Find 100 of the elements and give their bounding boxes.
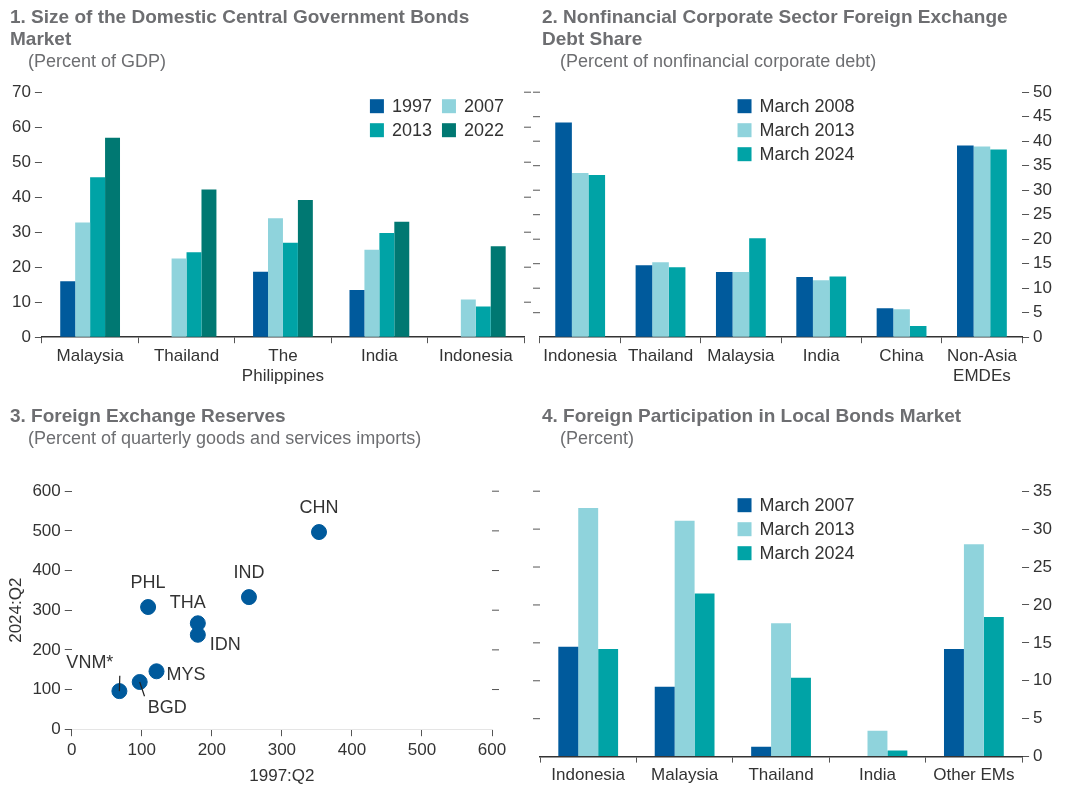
legend-label: 1997 [391,96,432,117]
y2-tick-label: 10 [1033,670,1053,690]
bar [268,218,283,337]
y2-tick-label: 5 [1033,708,1043,728]
x-tick-label: India [360,346,399,366]
y-tick-label: 30 [11,221,31,241]
bar [571,173,589,337]
y-tick-label: 50 [11,151,31,171]
x-tick-label: Other EMs [933,765,1015,785]
y-tick-label: 70 [11,81,31,101]
x-tick-label: Thailand [153,346,220,366]
y-tick-label: 0 [21,326,31,346]
legend-label: March 2024 [759,144,855,165]
y2-tick-label: 30 [1033,179,1053,199]
y2-tick-label: 10 [1033,277,1053,297]
legend-label: March 2013 [759,120,855,141]
bar [578,507,599,757]
bar [297,200,313,337]
y-tick-label: 600 [32,480,61,500]
y2-tick-label: 25 [1033,556,1053,576]
y-tick-label: 20 [11,256,31,276]
point [131,674,148,690]
bar [867,730,888,757]
legend-label: 2022 [463,120,504,141]
x-tick-label: 100 [127,740,156,760]
chart-subtitle: (Percent of nonfinancial corporate debt) [560,50,878,72]
x-tick-label: 200 [197,740,227,760]
chart-title: 1. Size of the Domestic Central Government Bonds Market [10,6,471,50]
bar [694,593,715,757]
x-tick-label: Thailand [627,346,694,366]
bar [460,299,476,337]
bar [796,276,813,337]
annotation: MYS [166,664,206,685]
x-tick-label: 300 [267,740,297,760]
x-tick-label: Malaysia [707,346,775,366]
bar [887,750,908,757]
x-tick-label: India [859,765,897,785]
chart-subtitle: (Percent of quarterly goods and services imports) [28,427,423,449]
bar [973,146,991,337]
bar [957,145,974,337]
x-tick-label: Non-Asia EMDEs [946,346,1018,386]
bar [732,272,750,337]
y2-tick-label: 0 [1033,326,1043,346]
bar [771,623,792,757]
bar [909,325,927,337]
legend-label: 2007 [463,96,504,117]
y2-tick-label: 50 [1033,81,1053,101]
bar [893,309,910,337]
y2-tick-label: 15 [1033,253,1053,273]
x-tick-label: China [879,346,925,366]
y-tick-label: 200 [32,639,61,659]
bar [983,617,1004,757]
bar [598,648,619,757]
x-tick-label: The Philippines [241,346,325,386]
bar [75,222,91,337]
chart-title: 3. Foreign Exchange Reserves [10,405,287,427]
y-tick-label: 0 [51,718,61,738]
x-tick-label: Malaysia [651,765,719,785]
legend-label: March 2013 [759,519,855,540]
legend-label: 2013 [391,120,432,141]
bar [394,221,410,337]
annotation: THA [169,592,206,613]
bar [171,258,187,337]
y2-tick-label: 20 [1033,228,1053,248]
bar [791,677,811,757]
y-tick-label: 100 [32,679,61,699]
x-tick-label: 600 [477,740,507,760]
y2-tick-label: 20 [1033,594,1053,614]
x-tick-label: India [802,346,841,366]
chart-title: 2. Nonfinancial Corporate Sector Foreign Exchange Debt Share [542,6,1009,50]
bar [379,232,395,337]
x-axis-title: 1997:Q2 [249,766,315,786]
annotation: BGD [147,696,187,717]
bar [829,276,847,337]
x-tick-label: 0 [67,740,77,760]
point [140,599,157,616]
y-tick-label: 40 [11,186,31,206]
bar [751,746,772,757]
bar [876,308,894,337]
x-tick-label: Indonesia [551,765,626,785]
annotation: IND [233,562,265,583]
point [311,524,327,541]
y2-tick-label: 15 [1033,632,1053,652]
y-tick-label: 300 [32,599,61,619]
bar [253,271,269,337]
point [148,663,165,680]
bar [588,175,606,337]
bar [668,267,686,337]
bar [990,149,1007,337]
bar [475,306,491,337]
y-tick-label: 60 [11,116,31,136]
annotation: CHN [299,497,339,518]
chart-title: 4. Foreign Participation in Local Bonds Market [542,405,963,427]
bar [674,520,695,757]
bar [635,265,653,337]
bar [490,246,506,337]
y-axis-title: 2024:Q2 [5,577,25,643]
bar [558,646,579,757]
bar [364,249,380,337]
bar [715,272,733,337]
